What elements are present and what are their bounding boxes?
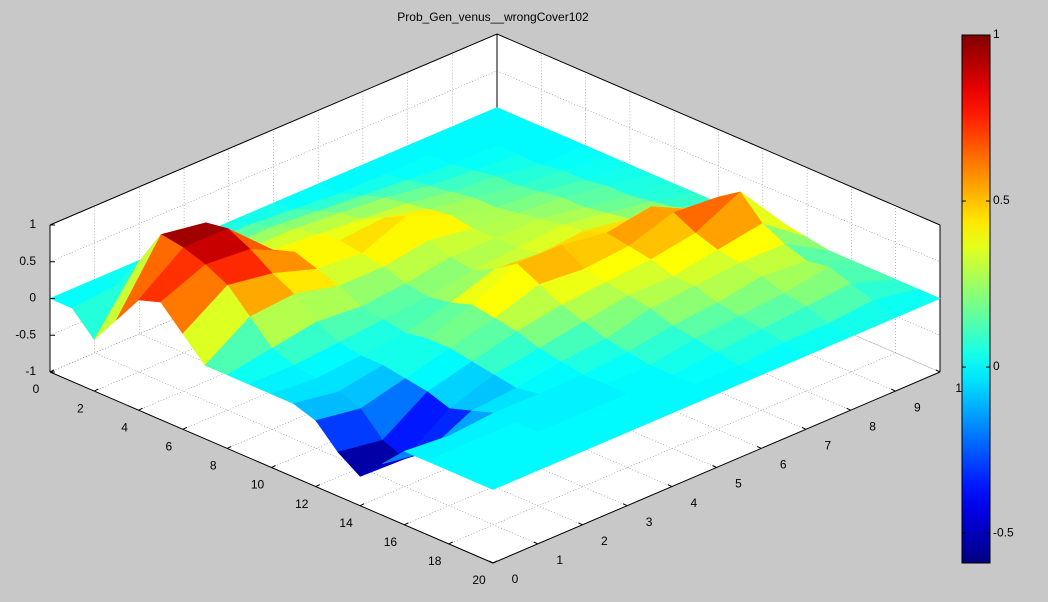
x-tick [448,541,453,545]
x-tick-label: 10 [251,478,265,492]
y-tick [578,522,583,526]
x-tick-label: 12 [295,497,309,511]
colorbar-tick-label: -0.5 [993,525,1014,539]
x-tick [315,484,321,488]
y-tick-label: 0 [512,572,519,586]
y-tick-label: 2 [601,534,608,548]
y-tick-label: 1 [556,553,563,567]
chart-title: Prob_Gen_venus__wrongCover102 [397,10,589,24]
y-tick-label: 8 [869,419,876,433]
x-tick [49,369,55,373]
y-tick [756,445,762,449]
x-tick [271,465,276,468]
y-tick [622,503,628,507]
y-tick [935,369,941,373]
x-tick-label: 16 [384,535,398,549]
y-tick-label: 3 [646,515,653,529]
colorbar-tick-label: 1 [993,27,1000,41]
y-tick [801,426,807,430]
y-tick [846,407,851,411]
x-tick [182,426,188,430]
x-tick [138,407,143,411]
y-tick [533,541,538,545]
x-tick [492,560,498,564]
colorbar-tick-label: 0 [993,359,1000,373]
x-tick-label: 20 [472,573,486,587]
z-tick-label: -0.5 [15,327,36,341]
x-tick-label: 0 [33,382,40,396]
x-tick [226,445,232,449]
z-tick-label: -1 [25,364,36,378]
x-tick-label: 4 [121,420,128,434]
x-tick [404,522,409,526]
x-tick-label: 2 [77,401,84,415]
y-tick [488,560,494,564]
z-tick-label: 1 [29,217,36,231]
x-tick [94,388,99,392]
x-tick-label: 14 [339,516,353,530]
y-tick-label: 6 [780,458,787,472]
y-tick [891,388,896,392]
colorbar [961,34,991,564]
y-tick-label: 4 [690,496,697,510]
y-tick-label: 5 [735,477,742,491]
x-tick-label: 8 [210,459,217,473]
colorbar-tick-label: 0.5 [993,193,1010,207]
z-tick-label: 0 [29,291,36,305]
y-tick [667,484,673,488]
x-tick-label: 6 [166,439,173,453]
z-tick-label: 0.5 [19,254,36,268]
y-tick-label: 9 [914,400,921,414]
x-tick [359,503,365,507]
x-tick-label: 18 [428,554,442,568]
surface-cell [470,460,539,490]
y-tick-label: 7 [825,438,832,452]
y-tick [712,465,717,468]
